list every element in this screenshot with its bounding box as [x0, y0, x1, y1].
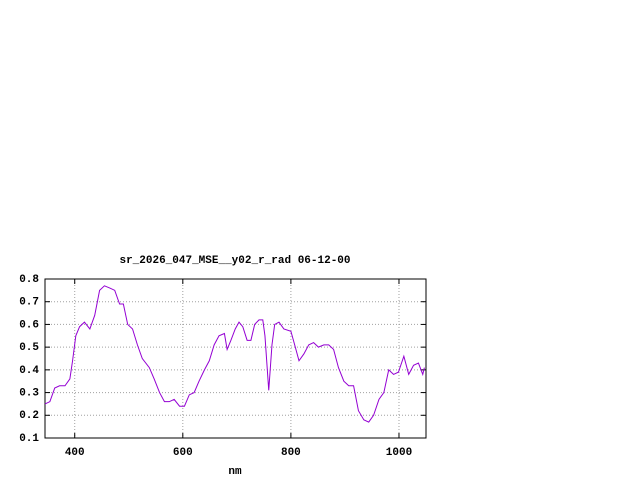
x-tick-label: 800: [281, 447, 301, 459]
y-tick-label: 0.7: [19, 297, 39, 309]
data-line: [44, 285, 425, 423]
y-tick-label: 0.8: [19, 274, 39, 286]
y-tick-label: 0.5: [19, 342, 39, 354]
x-tick-label: 1000: [386, 447, 412, 459]
x-axis-label: nm: [228, 466, 242, 478]
x-tick-label: 600: [173, 447, 193, 459]
y-tick-label: 0.6: [19, 319, 39, 331]
y-tick-label: 0.4: [19, 365, 39, 377]
y-tick-label: 0.2: [19, 410, 39, 422]
y-tick-label: 0.3: [19, 387, 39, 399]
y-tick-label: 0.1: [19, 433, 39, 445]
x-tick-label: 400: [65, 447, 85, 459]
chart-title: sr_2026_047_MSE__y02_r_rad 06-12-00: [119, 255, 350, 267]
plot-frame: [44, 278, 427, 439]
